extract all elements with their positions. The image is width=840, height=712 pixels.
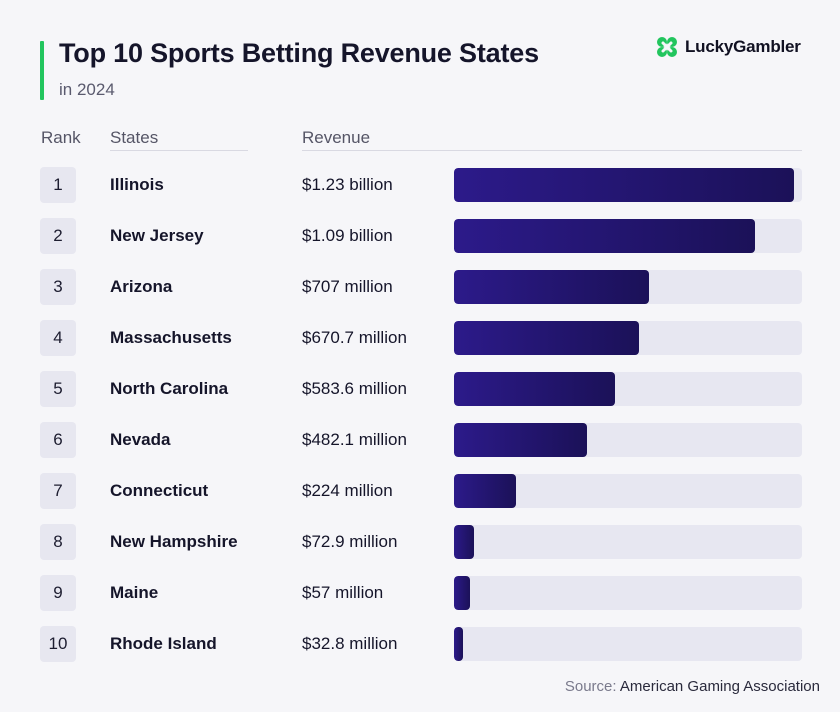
revenue-label: $1.09 billion xyxy=(302,226,393,245)
bar-track xyxy=(454,270,802,304)
state-label: Arizona xyxy=(110,277,173,296)
brand-logo: LuckyGambler xyxy=(655,34,801,60)
source-name: American Gaming Association xyxy=(619,678,820,695)
revenue-bar xyxy=(454,627,463,661)
state-label: Connecticut xyxy=(110,481,209,500)
bar-track xyxy=(454,168,802,202)
state-label: Nevada xyxy=(110,430,171,449)
title-accent-bar xyxy=(40,41,44,100)
revenue-label: $224 million xyxy=(302,481,393,500)
revenue-label: $1.23 billion xyxy=(302,175,393,194)
revenue-bar xyxy=(454,423,587,457)
state-label: New Hampshire xyxy=(110,532,238,551)
bar-track xyxy=(454,474,802,508)
bar-track xyxy=(454,321,802,355)
column-header-rank: Rank xyxy=(41,128,81,147)
table-row: 10 Rhode Island $32.8 million xyxy=(0,626,840,662)
rank-badge: 7 xyxy=(40,473,76,509)
table-row: 9 Maine $57 million xyxy=(0,575,840,611)
logo-text: LuckyGambler xyxy=(685,37,801,56)
rank-badge: 5 xyxy=(40,371,76,407)
bar-track xyxy=(454,627,802,661)
chart-subtitle: in 2024 xyxy=(59,80,115,99)
table-row: 2 New Jersey $1.09 billion xyxy=(0,218,840,254)
state-label: Illinois xyxy=(110,175,164,194)
revenue-label: $57 million xyxy=(302,583,384,602)
revenue-label: $670.7 million xyxy=(302,328,407,347)
revenue-label: $707 million xyxy=(302,277,393,296)
table-row: 7 Connecticut $224 million xyxy=(0,473,840,509)
revenue-bar xyxy=(454,168,794,202)
bar-track xyxy=(454,576,802,610)
state-label: Rhode Island xyxy=(110,634,217,653)
state-label: Massachusetts xyxy=(110,328,232,347)
rank-badge: 3 xyxy=(40,269,76,305)
revenue-label: $32.8 million xyxy=(302,634,398,653)
revenue-bar xyxy=(454,321,639,355)
bar-track xyxy=(454,423,802,457)
revenue-bar xyxy=(454,270,649,304)
source-label: Source: xyxy=(564,678,617,695)
rank-badge: 4 xyxy=(40,320,76,356)
revenue-label: $482.1 million xyxy=(302,430,407,449)
table-row: 3 Arizona $707 million xyxy=(0,269,840,305)
clover-icon xyxy=(657,37,677,57)
bar-track xyxy=(454,372,802,406)
table-row: 5 North Carolina $583.6 million xyxy=(0,371,840,407)
rank-badge: 6 xyxy=(40,422,76,458)
revenue-header-divider xyxy=(302,150,802,151)
state-label: New Jersey xyxy=(110,226,204,245)
source-note: Source: American Gaming Association xyxy=(565,678,820,695)
revenue-bar xyxy=(454,372,615,406)
column-header-revenue: Revenue xyxy=(302,128,371,147)
revenue-bar xyxy=(454,474,516,508)
bar-track xyxy=(454,525,802,559)
revenue-label: $72.9 million xyxy=(302,532,398,551)
table-row: 6 Nevada $482.1 million xyxy=(0,422,840,458)
bar-track xyxy=(454,219,802,253)
rank-badge: 10 xyxy=(40,626,76,662)
state-label: Maine xyxy=(110,583,159,602)
table-row: 8 New Hampshire $72.9 million xyxy=(0,524,840,560)
revenue-bar xyxy=(454,525,474,559)
rank-badge: 1 xyxy=(40,167,76,203)
revenue-label: $583.6 million xyxy=(302,379,407,398)
rank-badge: 8 xyxy=(40,524,76,560)
column-header-states: States xyxy=(110,128,159,147)
state-label: North Carolina xyxy=(110,379,229,398)
table-row: 4 Massachusetts $670.7 million xyxy=(0,320,840,356)
revenue-bar xyxy=(454,576,470,610)
table-row: 1 Illinois $1.23 billion xyxy=(0,167,840,203)
states-header-divider xyxy=(110,150,248,151)
chart-title: Top 10 Sports Betting Revenue States xyxy=(59,38,539,68)
rank-badge: 9 xyxy=(40,575,76,611)
rank-badge: 2 xyxy=(40,218,76,254)
revenue-bar xyxy=(454,219,755,253)
